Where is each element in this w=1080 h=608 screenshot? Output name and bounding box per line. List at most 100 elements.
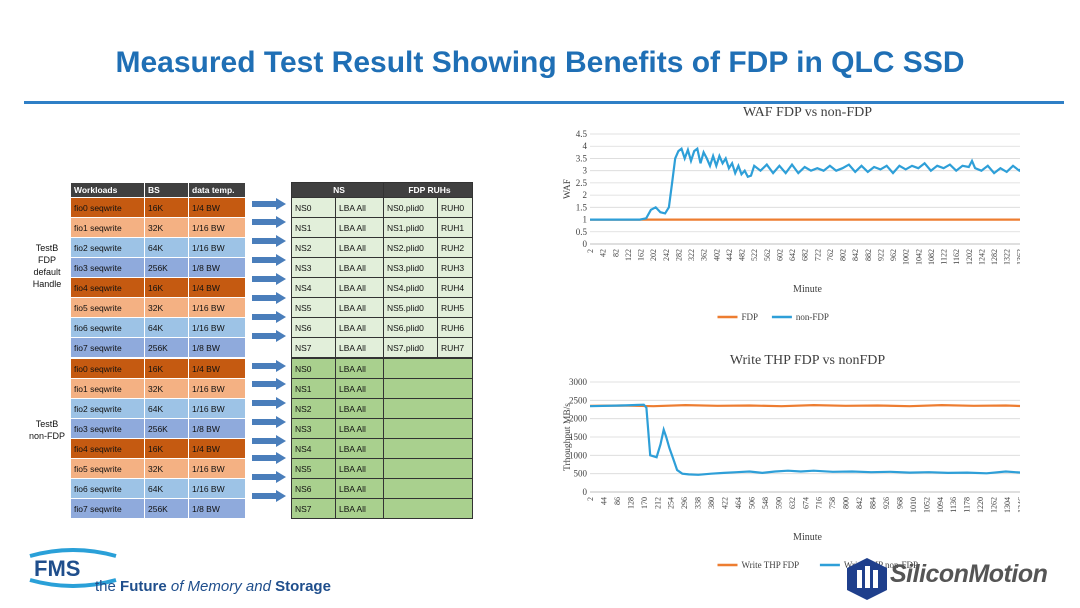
workload-cell: fio1 seqwrite xyxy=(70,217,145,238)
series-line-write-thp-fdp xyxy=(589,403,1020,408)
workload-cell: fio6 seqwrite xyxy=(70,317,145,338)
group-label-fdp: TestB FDP default Handle xyxy=(32,243,62,289)
x-tick-label: 1178 xyxy=(963,497,972,513)
bs-cell: 256K xyxy=(144,257,189,278)
x-tick-label: 254 xyxy=(667,497,676,509)
y-axis-label: WAF xyxy=(563,179,573,199)
y-tick-label: 4.5 xyxy=(576,129,588,139)
x-tick-label: 758 xyxy=(828,497,837,509)
workload-cell: fio4 seqwrite xyxy=(70,438,145,459)
arrow-icon xyxy=(252,397,286,409)
temp-cell: 1/4 BW xyxy=(188,277,246,298)
x-tick-label: 674 xyxy=(801,497,810,509)
plid-cell: NS7.plid0 xyxy=(383,337,438,358)
lba-cell: LBA All xyxy=(335,197,384,218)
y-tick-label: 0 xyxy=(583,239,588,249)
table-row: NS5 LBA All xyxy=(291,458,473,479)
y-tick-label: 4 xyxy=(583,141,588,151)
x-tick-label: 926 xyxy=(882,497,891,509)
workload-cell: fio7 seqwrite xyxy=(70,337,145,358)
series-line-write-thp-non-fdp xyxy=(589,403,1020,476)
ns-cell: NS7 xyxy=(291,498,336,519)
lba-cell: LBA All xyxy=(335,337,384,358)
lba-cell: LBA All xyxy=(335,297,384,318)
x-tick-label: 2 xyxy=(586,497,595,501)
table-row: fio7 seqwrite 256K 1/8 BW xyxy=(70,498,246,519)
x-tick-label: 44 xyxy=(599,497,608,505)
ruh-cell: RUH3 xyxy=(437,257,473,278)
siliconmotion-logo-icon xyxy=(847,558,887,600)
arrow-icon xyxy=(252,311,286,323)
x-tick-label: 1002 xyxy=(902,249,911,265)
temp-cell: 1/16 BW xyxy=(188,458,246,479)
x-tick-label: 682 xyxy=(801,249,810,261)
bs-cell: 256K xyxy=(144,418,189,439)
workload-cell: fio0 seqwrite xyxy=(70,197,145,218)
ns-cell: NS6 xyxy=(291,478,336,499)
table-row: fio1 seqwrite 32K 1/16 BW xyxy=(70,378,246,399)
x-tick-label: 1122 xyxy=(940,249,949,265)
bs-cell: 32K xyxy=(144,378,189,399)
page-title: Measured Test Result Showing Benefits of… xyxy=(115,46,965,79)
x-tick-label: 170 xyxy=(640,497,649,509)
ns-header: NS xyxy=(291,182,384,198)
y-tick-label: 500 xyxy=(574,469,588,479)
temp-cell: 1/8 BW xyxy=(188,418,246,439)
y-tick-label: 2000 xyxy=(569,414,588,424)
plid-cell: NS6.plid0 xyxy=(383,317,438,338)
x-tick-label: 884 xyxy=(869,497,878,509)
x-tick-label: 506 xyxy=(747,497,756,509)
x-tick-label: 1202 xyxy=(965,249,974,265)
arrow-icon xyxy=(252,273,286,285)
series-line-non-fdp xyxy=(590,146,1020,221)
x-tick-label: 562 xyxy=(763,249,772,261)
x-tick-label: 642 xyxy=(788,249,797,261)
temp-cell: 1/16 BW xyxy=(188,217,246,238)
temp-cell: 1/4 BW xyxy=(188,438,246,459)
x-tick-label: 548 xyxy=(761,497,770,509)
arrow-icon xyxy=(252,216,286,228)
ns-cell: NS2 xyxy=(291,398,336,419)
x-tick-label: 1346 xyxy=(1017,497,1020,513)
table-row: fio3 seqwrite 256K 1/8 BW xyxy=(70,257,246,278)
x-tick-label: 1042 xyxy=(914,249,923,265)
x-axis-label: Minute xyxy=(793,284,822,295)
empty-cell xyxy=(383,498,473,519)
temp-cell: 1/16 BW xyxy=(188,317,246,338)
empty-cell xyxy=(383,358,473,379)
temp-cell: 1/4 BW xyxy=(188,358,246,379)
lba-cell: LBA All xyxy=(335,418,384,439)
arrow-icon xyxy=(252,490,286,502)
x-tick-label: 128 xyxy=(626,497,635,509)
empty-cell xyxy=(383,438,473,459)
table-row: fio6 seqwrite 64K 1/16 BW xyxy=(70,317,246,338)
table-row: fio4 seqwrite 16K 1/4 BW xyxy=(70,438,246,459)
table-row: fio4 seqwrite 16K 1/4 BW xyxy=(70,277,246,298)
ns-cell: NS3 xyxy=(291,418,336,439)
x-tick-label: 42 xyxy=(599,249,608,257)
plid-cell: NS4.plid0 xyxy=(383,277,438,298)
arrow-icon xyxy=(252,330,286,342)
y-tick-label: 3.5 xyxy=(576,153,588,163)
ns-cell: NS0 xyxy=(291,197,336,218)
plid-cell: NS2.plid0 xyxy=(383,237,438,258)
ruh-cell: RUH6 xyxy=(437,317,473,338)
plid-cell: NS0.plid0 xyxy=(383,197,438,218)
empty-cell xyxy=(383,398,473,419)
x-tick-label: 922 xyxy=(876,249,885,261)
bs-cell: 64K xyxy=(144,478,189,499)
x-tick-label: 402 xyxy=(712,249,721,261)
y-tick-label: 3 xyxy=(583,166,588,176)
empty-cell xyxy=(383,418,473,439)
workload-cell: fio1 seqwrite xyxy=(70,378,145,399)
workload-cell: fio7 seqwrite xyxy=(70,498,145,519)
lba-cell: LBA All xyxy=(335,378,384,399)
empty-cell xyxy=(383,378,473,399)
x-tick-label: 296 xyxy=(680,497,689,509)
workload-cell: fio5 seqwrite xyxy=(70,297,145,318)
x-tick-label: 522 xyxy=(750,249,759,261)
y-tick-label: 0 xyxy=(583,487,588,497)
bs-cell: 64K xyxy=(144,398,189,419)
workload-cell: fio3 seqwrite xyxy=(70,257,145,278)
